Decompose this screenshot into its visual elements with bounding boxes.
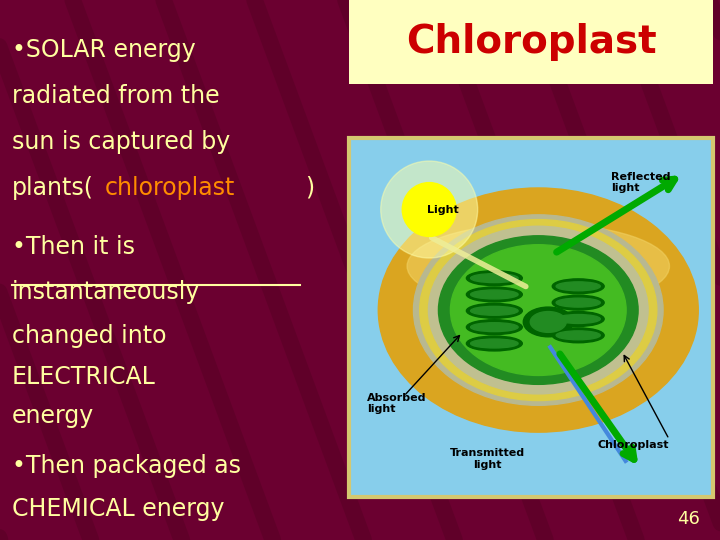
- Ellipse shape: [467, 271, 522, 286]
- Ellipse shape: [556, 298, 600, 307]
- Text: 46: 46: [677, 510, 700, 528]
- Ellipse shape: [552, 312, 604, 326]
- Ellipse shape: [471, 323, 518, 332]
- Ellipse shape: [523, 307, 573, 337]
- Text: energy: energy: [12, 404, 94, 428]
- Ellipse shape: [420, 220, 657, 401]
- Ellipse shape: [413, 215, 663, 406]
- Ellipse shape: [471, 290, 518, 299]
- Ellipse shape: [471, 306, 518, 315]
- FancyBboxPatch shape: [349, 138, 713, 497]
- Text: Chloroplast: Chloroplast: [598, 440, 669, 450]
- Ellipse shape: [556, 282, 600, 291]
- Text: •Then it is: •Then it is: [12, 235, 135, 259]
- Text: Light: Light: [427, 205, 459, 214]
- Ellipse shape: [451, 245, 626, 375]
- Text: Absorbed
light: Absorbed light: [367, 393, 427, 414]
- Text: CHEMICAL energy: CHEMICAL energy: [12, 497, 225, 521]
- Ellipse shape: [467, 287, 522, 302]
- Text: Reflected
light: Reflected light: [611, 172, 670, 193]
- Ellipse shape: [428, 226, 648, 394]
- Text: changed into: changed into: [12, 324, 166, 348]
- FancyBboxPatch shape: [349, 0, 713, 84]
- Ellipse shape: [552, 279, 604, 294]
- Circle shape: [402, 183, 456, 237]
- Ellipse shape: [552, 328, 604, 343]
- Ellipse shape: [467, 336, 522, 351]
- Text: •SOLAR energy: •SOLAR energy: [12, 38, 196, 62]
- Text: plants(: plants(: [12, 176, 94, 199]
- Text: ): ): [305, 176, 314, 199]
- Text: •Then packaged as: •Then packaged as: [12, 454, 241, 477]
- Ellipse shape: [378, 188, 698, 432]
- Ellipse shape: [531, 312, 566, 332]
- Text: chloroplast: chloroplast: [105, 176, 235, 199]
- Ellipse shape: [467, 320, 522, 335]
- Text: sun is captured by: sun is captured by: [12, 130, 230, 153]
- Text: radiated from the: radiated from the: [12, 84, 220, 107]
- Ellipse shape: [407, 224, 670, 309]
- Circle shape: [381, 161, 477, 258]
- Text: instantaneously: instantaneously: [12, 280, 200, 303]
- Ellipse shape: [438, 236, 638, 384]
- Ellipse shape: [556, 314, 600, 323]
- Text: ELECTRICAL: ELECTRICAL: [12, 364, 156, 388]
- Ellipse shape: [552, 295, 604, 310]
- Text: Chloroplast: Chloroplast: [405, 23, 657, 61]
- Ellipse shape: [471, 339, 518, 348]
- Ellipse shape: [467, 303, 522, 318]
- Ellipse shape: [471, 274, 518, 282]
- Text: Transmitted
light: Transmitted light: [450, 448, 525, 470]
- Ellipse shape: [556, 331, 600, 340]
